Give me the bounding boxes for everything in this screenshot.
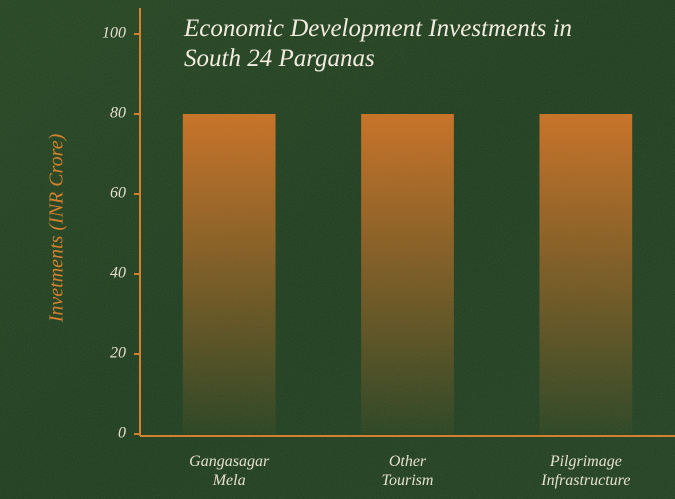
bar (361, 114, 454, 434)
x-tick-line: Infrastructure (540, 472, 630, 489)
bar (182, 114, 276, 434)
x-tick-label: Other Tourism (382, 453, 434, 489)
x-tick-line: Other (389, 453, 427, 470)
y-tick-label: 60 (110, 185, 126, 202)
bar (539, 114, 633, 434)
y-tick-label: 0 (118, 425, 126, 442)
y-axis-label: Invetments (INR Crore) (46, 133, 68, 323)
y-tick-label: 100 (102, 25, 126, 42)
x-tick-line: Gangasagar (189, 453, 270, 470)
chart-title: Economic Development Investments in Sout… (184, 15, 573, 72)
y-tick-label: 40 (110, 265, 126, 282)
x-tick-line: Tourism (382, 472, 434, 489)
y-tick-label: 20 (110, 345, 126, 362)
x-tick-label: Gangasagar Mela (189, 453, 270, 489)
x-tick-line: Pilgrimage (549, 453, 622, 470)
x-tick-label: Pilgrimage Infrastructure (540, 453, 630, 489)
x-tick-line: Mela (212, 472, 246, 489)
y-tick-label: 80 (110, 105, 126, 122)
